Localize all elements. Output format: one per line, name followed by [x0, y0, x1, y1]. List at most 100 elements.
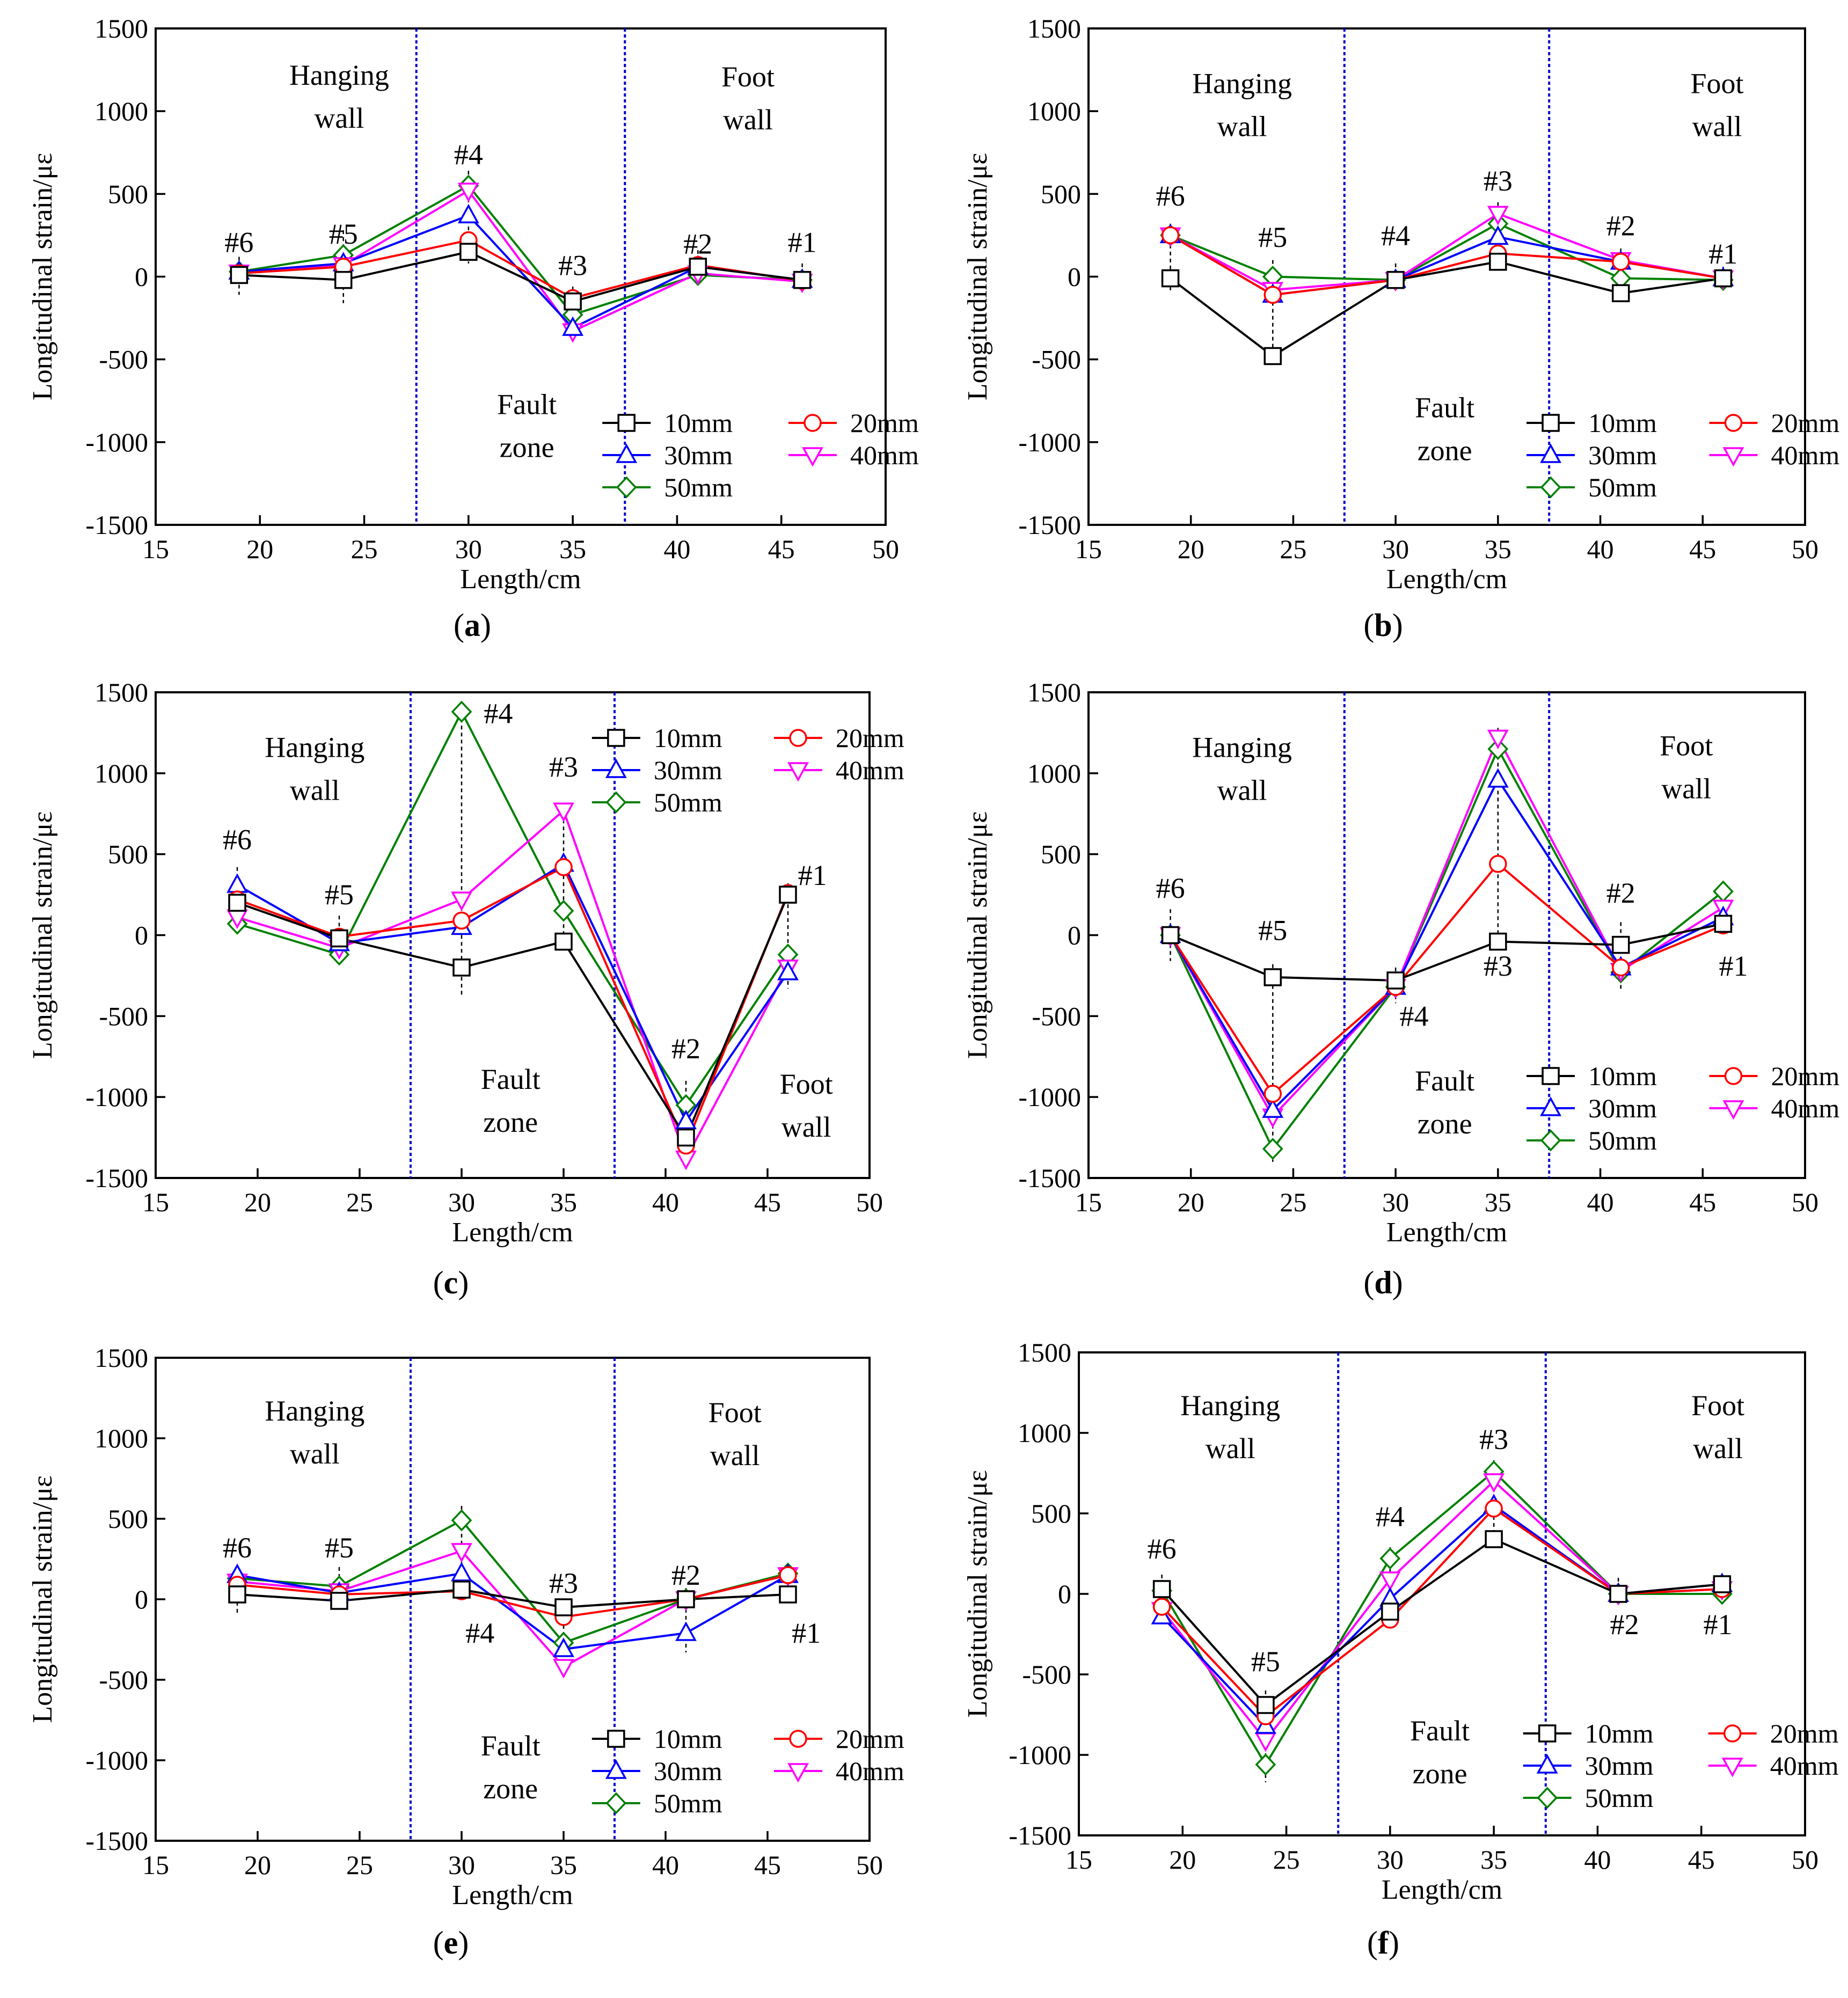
data-point-20mm	[554, 858, 573, 876]
zone-label: zone	[1413, 1758, 1467, 1790]
zone-label: Hanging	[265, 731, 364, 764]
data-point-10mm	[1386, 270, 1405, 289]
x-tick-label: 30	[1377, 1845, 1404, 1875]
zone-label: Hanging	[265, 1395, 364, 1427]
legend-label-50mm: 50mm	[654, 1788, 722, 1818]
sensor-label: #3	[1484, 165, 1513, 197]
x-tick-label: 45	[768, 534, 795, 564]
data-point-40mm	[553, 1659, 574, 1679]
sensor-label: #6	[223, 824, 252, 856]
x-tick-label: 35	[550, 1850, 577, 1880]
x-tick-label: 40	[652, 1187, 679, 1217]
y-tick-label: 0	[135, 262, 148, 292]
legend: 10mm 20mm 30mm 40mm 50mm	[1526, 408, 1839, 502]
x-tick-label: 45	[754, 1850, 781, 1880]
legend-marker-40mm	[1722, 1100, 1744, 1120]
series-line-50mm	[239, 184, 802, 316]
legend-marker-40mm	[787, 762, 809, 782]
sensor-label: #2	[671, 1559, 700, 1591]
x-tick-label: 25	[346, 1187, 373, 1217]
data-point-40mm	[1483, 1473, 1505, 1493]
legend-marker-10mm	[607, 729, 625, 747]
chart-panel-a: 15 20 25 30 35 40 45 50 -1500 -1000 -500 0 500 1000 15…	[27, 13, 919, 643]
data-point-10mm	[1611, 935, 1630, 954]
legend-marker-20mm	[1724, 1067, 1743, 1085]
x-axis-label: Length/cm	[452, 1217, 573, 1248]
legend-marker-50mm	[605, 1792, 627, 1814]
legend-marker-40mm	[787, 1763, 809, 1783]
series-line-10mm	[1170, 923, 1723, 982]
data-point-10mm	[677, 1128, 695, 1147]
legend-label-20mm: 20mm	[836, 1724, 904, 1754]
data-point-40mm	[553, 802, 574, 822]
data-point-10mm	[1263, 347, 1282, 365]
chart-panel-b: 15 20 25 30 35 40 45 50 -1500 -1000 -500 0 500 1000 15…	[962, 13, 1839, 643]
y-tick-label: -1500	[1018, 510, 1081, 540]
legend-marker-40mm	[802, 447, 823, 467]
x-tick-label: 40	[1587, 1187, 1614, 1217]
y-tick-label: -500	[1022, 1659, 1071, 1689]
sensor-label: #4	[454, 138, 483, 171]
data-point-30mm	[675, 1621, 697, 1641]
legend-marker-50mm	[1540, 476, 1561, 499]
sensor-label: #2	[1606, 209, 1635, 241]
sensor-label: #4	[1376, 1501, 1405, 1533]
data-point-40mm	[451, 891, 472, 911]
y-tick-label: -1500	[85, 1163, 148, 1193]
legend-marker-20mm	[1724, 414, 1743, 432]
data-point-10mm	[1611, 284, 1630, 303]
sensor-label: #6	[1156, 872, 1185, 904]
data-point-20mm	[1485, 1499, 1503, 1518]
legend-marker-10mm	[617, 414, 636, 432]
x-tick-label: 15	[1065, 1845, 1092, 1875]
legend-label-40mm: 40mm	[1771, 1093, 1840, 1123]
legend-label-50mm: 50mm	[1588, 472, 1657, 502]
panel-caption: (f)	[1367, 1925, 1399, 1960]
legend-label-50mm: 50mm	[1588, 1125, 1657, 1155]
series-line-50mm	[237, 1519, 788, 1644]
zone-label: Foot	[1690, 67, 1743, 99]
legend-label-30mm: 30mm	[1588, 1093, 1657, 1123]
zone-label: Fault	[481, 1730, 540, 1762]
data-point-40mm	[1487, 206, 1509, 225]
legend-marker-20mm	[804, 414, 822, 432]
series-line-20mm	[237, 1574, 788, 1619]
series-line-50mm	[237, 709, 789, 1107]
zone-label: Hanging	[1180, 1389, 1280, 1422]
legend-marker-30mm	[1536, 1754, 1558, 1774]
x-tick-label: 20	[1178, 1187, 1204, 1217]
x-tick-label: 30	[1382, 534, 1409, 564]
data-point-10mm	[793, 270, 812, 289]
y-tick-label: 1000	[1027, 96, 1081, 126]
zone-label: Fault	[497, 388, 557, 420]
zone-label: zone	[1418, 435, 1472, 467]
zone-label: wall	[1661, 773, 1711, 805]
data-point-30mm	[1487, 768, 1509, 788]
x-tick-label: 15	[142, 534, 169, 564]
data-point-20mm	[1152, 1598, 1171, 1616]
series-line-40mm	[237, 1549, 788, 1668]
legend: 10mm 20mm 30mm 40mm 50mm	[591, 1724, 904, 1818]
x-axis-label: Length/cm	[460, 564, 581, 595]
legend-marker-30mm	[1540, 443, 1562, 463]
data-point-10mm	[554, 932, 573, 951]
series-line-10mm	[237, 1588, 788, 1609]
x-tick-label: 30	[448, 1187, 475, 1217]
series-line-20mm	[1170, 234, 1723, 296]
data-point-10mm	[228, 894, 246, 912]
series-line-20mm	[1169, 862, 1724, 1096]
x-tick-label: 15	[1075, 534, 1102, 564]
data-point-10mm	[1263, 968, 1282, 986]
y-tick-label: 1000	[94, 1423, 148, 1453]
legend-label-10mm: 10mm	[1585, 1718, 1654, 1748]
y-axis-label: Longitudinal strain/με	[962, 811, 993, 1059]
data-point-40mm	[457, 182, 479, 202]
x-tick-label: 45	[1689, 1187, 1716, 1217]
legend-marker-30mm	[605, 758, 627, 778]
x-tick-label: 25	[1273, 1845, 1300, 1875]
x-tick-label: 50	[1792, 1187, 1818, 1217]
legend-label-50mm: 50mm	[664, 472, 733, 502]
x-tick-label: 15	[142, 1850, 169, 1880]
y-axis-label: Longitudinal strain/με	[962, 153, 993, 400]
data-point-20mm	[452, 911, 471, 930]
